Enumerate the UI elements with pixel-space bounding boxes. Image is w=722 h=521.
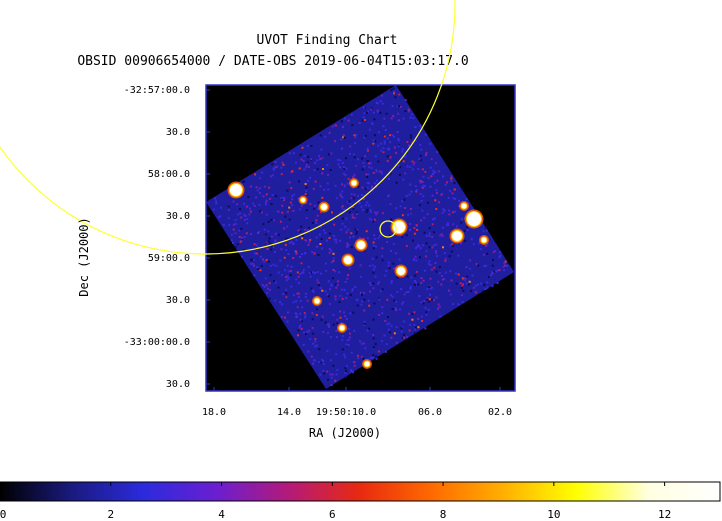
colorbar-tick-label: 8	[440, 508, 447, 521]
x-tick-label: 14.0	[277, 407, 301, 418]
star-sources	[227, 178, 489, 369]
noise-pixels	[212, 87, 510, 386]
image-frame	[205, 84, 516, 392]
star-source	[481, 237, 487, 243]
star-source	[461, 203, 467, 209]
colorbar-ticks: 0 2 4 6 8 10 12	[0, 482, 671, 521]
image-area	[206, 85, 514, 389]
star-source	[452, 231, 462, 241]
y-tick-label: 30.0	[166, 295, 190, 306]
x-axis-label: RA (J2000)	[309, 426, 381, 440]
star-source	[301, 198, 305, 202]
colorbar-tick-label: 10	[547, 508, 560, 521]
colorbar	[0, 481, 721, 502]
star-source	[321, 204, 327, 210]
star-source	[467, 212, 481, 226]
colorbar-tick-label: 4	[218, 508, 225, 521]
colorbar-tick-label: 0	[0, 508, 6, 521]
star-source	[314, 298, 320, 304]
y-tick-label: 58:00.0	[148, 169, 190, 180]
y-tick-label: 59:00.0	[148, 253, 190, 264]
star-source	[339, 325, 345, 331]
x-tick-label: 19:50:10.0	[316, 407, 376, 418]
star-source	[393, 221, 405, 233]
star-source	[357, 241, 365, 249]
star-source	[230, 184, 242, 196]
y-tick-label: -32:57:00.0	[124, 85, 190, 96]
y-tick-label: -33:00:00.0	[124, 337, 190, 348]
chart-title: UVOT Finding Chart	[257, 33, 398, 48]
y-axis-label: Dec (J2000)	[77, 217, 91, 296]
y-tick-label: 30.0	[166, 211, 190, 222]
colorbar-tick-label: 6	[329, 508, 336, 521]
x-axis-ticks: 18.0 14.0 19:50:10.0 06.0 02.0	[202, 387, 512, 418]
star-source	[397, 267, 405, 275]
y-tick-label: 30.0	[166, 379, 190, 390]
y-tick-label: 30.0	[166, 127, 190, 138]
chart-subtitle: OBSID 00906654000 / DATE-OBS 2019-06-04T…	[77, 54, 468, 69]
exposure-footprint	[206, 85, 514, 389]
x-tick-label: 06.0	[418, 407, 442, 418]
y-axis-ticks: -32:57:00.0 30.0 58:00.0 30.0 59:00.0 30.0 -33…	[124, 85, 210, 390]
star-source	[344, 256, 352, 264]
source-circle	[379, 220, 397, 238]
star-source	[364, 361, 370, 367]
large-yellow-circle	[0, 0, 456, 255]
x-tick-label: 02.0	[488, 407, 512, 418]
star-source	[351, 180, 357, 186]
x-tick-label: 18.0	[202, 407, 226, 418]
colorbar-tick-label: 12	[658, 508, 671, 521]
colorbar-tick-label: 2	[107, 508, 114, 521]
